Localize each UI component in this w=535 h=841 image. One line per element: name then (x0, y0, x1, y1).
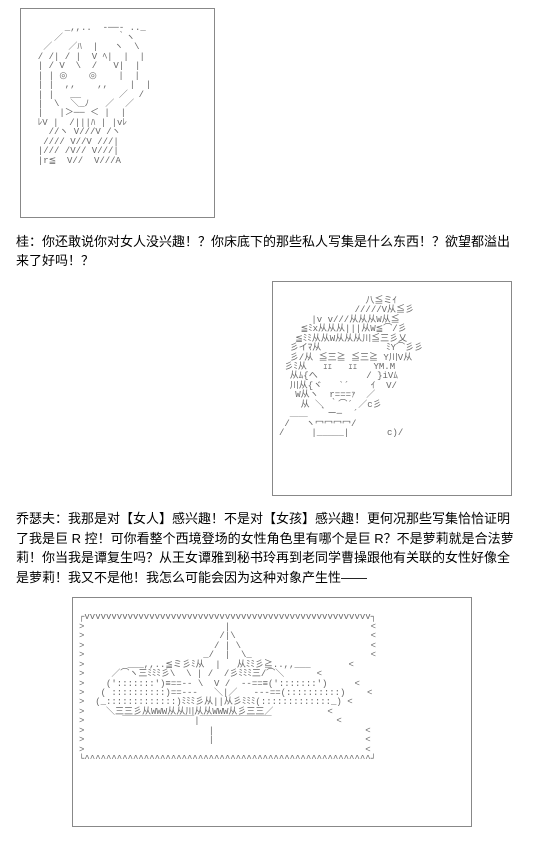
ascii-art-2: 八≦ミｲ /////V从≦彡 |v v///从从从W从≦ ≦ﾐx从从从|||从W… (272, 281, 512, 496)
ascii-art-3: ┌vvvvvvvvvvvvvvvvvvvvvvvvvvvvvvvvvvvvvvv… (72, 597, 472, 827)
ascii-art-1: _,,.. -──- .._ ／ ｀ヽ ／ ／ﾊ | ヽ \ / /| / | … (20, 8, 215, 218)
text-1: 你还敢说你对女人没兴趣！？你床底下的那些私人写集是什么东西！？欲望都溢出来了好吗… (16, 234, 510, 269)
text-2: 我那是对【女人】感兴趣！不是对【女孩】感兴趣！更何况那些写集恰恰证明了我是巨 R… (16, 511, 514, 585)
speaker-1: 桂： (16, 234, 42, 249)
dialogue-1: 桂：你还敢说你对女人没兴趣！？你床底下的那些私人写集是什么东西！？欲望都溢出来了… (16, 232, 519, 271)
speaker-2: 乔瑟夫： (16, 511, 68, 526)
dialogue-2: 乔瑟夫：我那是对【女人】感兴趣！不是对【女孩】感兴趣！更何况那些写集恰恰证明了我… (16, 509, 519, 587)
